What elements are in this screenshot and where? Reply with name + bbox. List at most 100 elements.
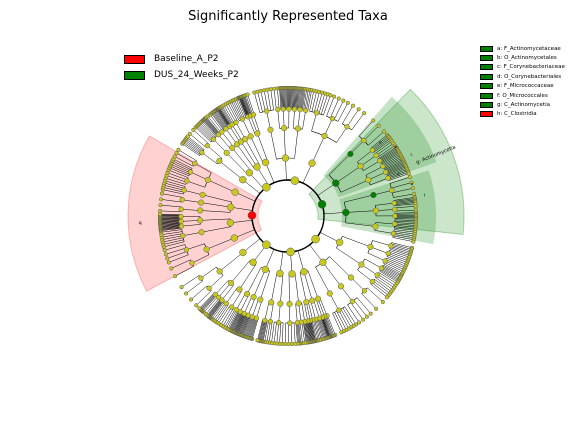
branch-line xyxy=(293,109,295,129)
taxon-node xyxy=(174,151,179,156)
taxon-node xyxy=(184,178,190,184)
branch-line xyxy=(373,190,392,196)
branch-line xyxy=(247,297,256,316)
branch-line xyxy=(390,247,411,255)
branch-line xyxy=(204,118,219,135)
branch-line xyxy=(321,317,329,338)
branch-line xyxy=(363,160,380,171)
taxon-node xyxy=(303,299,310,306)
branch-line xyxy=(372,280,390,294)
taxon-node xyxy=(374,272,380,278)
branch-line xyxy=(344,306,357,325)
taxon-node xyxy=(300,268,308,276)
taxon-node xyxy=(264,108,270,114)
taxon-node xyxy=(326,290,333,297)
taxon-node xyxy=(189,260,195,266)
branch-line xyxy=(359,120,374,137)
key-label: b: O_Actinomycetales xyxy=(497,55,557,62)
branch-line xyxy=(218,108,231,127)
taxon-node xyxy=(276,319,282,326)
branch-line xyxy=(323,316,332,337)
branch-line xyxy=(239,97,248,118)
branch-line xyxy=(363,125,379,141)
branch-line xyxy=(163,187,184,193)
taxon-node xyxy=(370,191,377,199)
taxon-node xyxy=(262,317,268,324)
branch-line xyxy=(236,314,246,334)
branch-line xyxy=(294,88,297,110)
highlight-sectors xyxy=(127,88,465,292)
branch-line xyxy=(226,309,237,329)
key-swatch xyxy=(480,111,493,118)
legend-swatch-baseline xyxy=(124,54,145,64)
taxon-node xyxy=(374,306,379,311)
taxon-node xyxy=(185,134,190,139)
taxon-node xyxy=(233,119,239,126)
branch-line xyxy=(370,177,389,186)
branch-line xyxy=(243,296,253,314)
branch-line xyxy=(169,167,189,176)
taxon-node xyxy=(297,107,303,113)
branch-line xyxy=(324,118,333,137)
taxon-node xyxy=(319,258,327,266)
branch-line xyxy=(277,88,280,110)
branch-line xyxy=(263,90,269,111)
branch-line xyxy=(302,89,306,111)
branch-line xyxy=(231,101,241,121)
branch-line xyxy=(374,279,392,292)
branch-line xyxy=(375,202,395,206)
branch-line xyxy=(334,312,345,332)
branch-line xyxy=(315,319,322,340)
branch-line xyxy=(173,158,193,169)
branch-line xyxy=(232,312,243,332)
clade-label: b xyxy=(393,144,398,150)
branch-line xyxy=(160,219,182,221)
taxon-node xyxy=(382,169,389,175)
branch-line xyxy=(296,88,299,110)
branch-line xyxy=(390,246,411,253)
taxon-node xyxy=(291,106,298,112)
branch-line xyxy=(220,106,233,125)
taxa-key: a: F_Actinomycetaceae b: O_Actinomycetal… xyxy=(480,44,565,119)
branch-line xyxy=(230,311,241,331)
branch-line xyxy=(381,266,401,278)
branch-line xyxy=(327,315,336,336)
taxon-node xyxy=(191,127,196,132)
branch-line xyxy=(221,285,234,301)
branch-line xyxy=(232,100,243,120)
branch-line xyxy=(183,141,202,154)
branch-line xyxy=(394,218,416,220)
branch-line xyxy=(377,145,396,158)
taxon-node xyxy=(184,291,189,296)
branch-line xyxy=(350,302,364,320)
branch-line xyxy=(326,315,335,336)
taxon-node xyxy=(254,130,261,137)
branch-line xyxy=(171,259,191,269)
branch-line xyxy=(160,223,182,226)
branch-line xyxy=(342,236,371,248)
taxon-node xyxy=(178,223,185,229)
branch-line xyxy=(219,107,231,126)
taxon-node xyxy=(192,160,198,167)
key-label: e: F_Micrococcaceae xyxy=(497,83,554,90)
branch-line xyxy=(318,93,326,114)
taxon-node xyxy=(286,106,292,112)
branch-line xyxy=(203,119,218,136)
key-label: c: F_Corynebacteriaceae xyxy=(497,64,565,71)
branch-line xyxy=(220,306,232,325)
branch-line xyxy=(279,322,282,344)
branch-line xyxy=(389,176,411,184)
taxon-node xyxy=(253,163,261,171)
branch-line xyxy=(296,322,299,344)
taxon-node xyxy=(411,239,416,244)
branch-line xyxy=(378,147,397,159)
branch-line xyxy=(353,300,368,317)
branch-line xyxy=(299,322,303,344)
branch-line xyxy=(218,108,231,127)
branch-line xyxy=(280,88,282,110)
branch-line xyxy=(317,318,325,339)
taxon-node xyxy=(392,221,398,227)
taxon-node xyxy=(317,200,327,209)
branch-line xyxy=(281,88,283,110)
